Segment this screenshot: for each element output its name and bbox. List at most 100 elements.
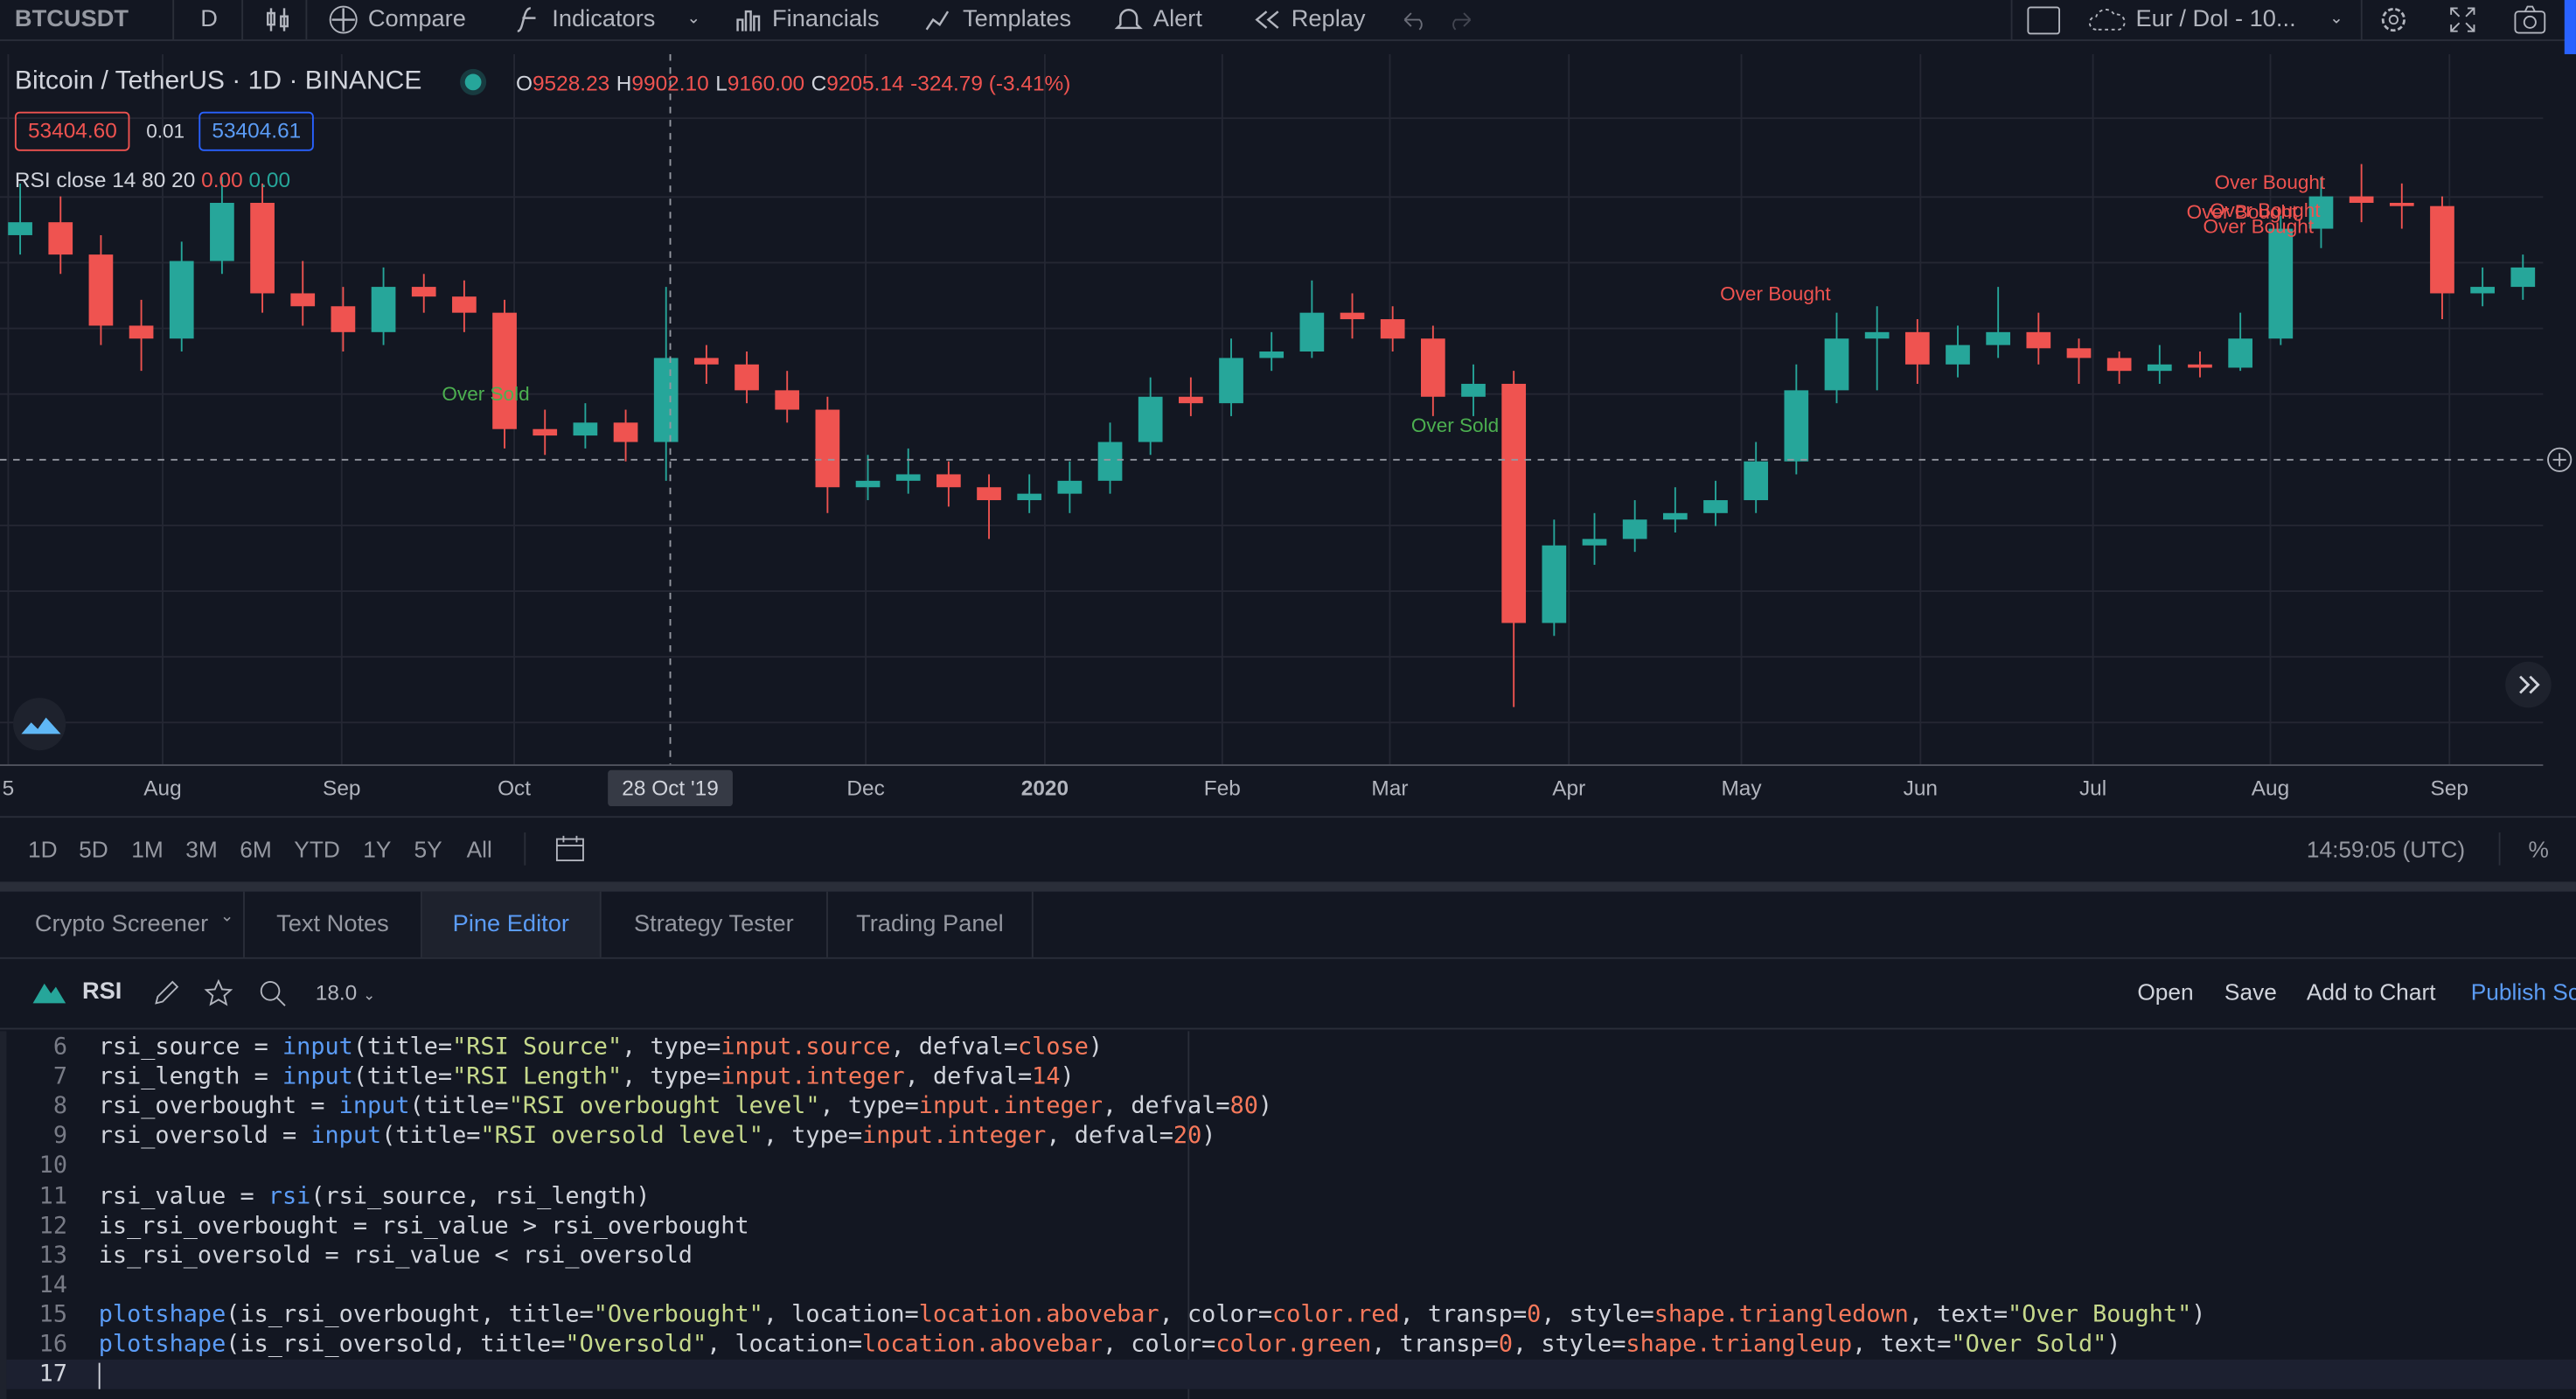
code-line: rsi_oversold = input(title="RSI oversold… [98, 1124, 1216, 1151]
favorite-button[interactable] [204, 978, 233, 1008]
range-button[interactable]: 5D [79, 835, 108, 862]
candle-body [855, 480, 881, 488]
code-value: shape.triangledown [1654, 1301, 1909, 1329]
market-status-dot [464, 73, 482, 91]
icon-path [275, 997, 286, 1006]
percent-toggle[interactable]: % [2528, 835, 2549, 862]
code-value: shape.triangleup [1626, 1331, 1853, 1359]
range-button[interactable]: 3M [185, 835, 218, 862]
panel-tab[interactable]: Text Notes [245, 891, 422, 957]
x-tick-label: Mar [1371, 777, 1408, 801]
toolbar-button[interactable]: Alert [1152, 6, 1202, 33]
range-button[interactable]: 1M [131, 835, 164, 862]
x-tick-label: 2020 [1021, 777, 1069, 801]
editor-action[interactable]: Add to Chart [2306, 978, 2436, 1006]
select-box-icon[interactable] [2027, 6, 2061, 35]
clock[interactable]: 14:59:05 (UTC) [2306, 835, 2466, 862]
font-size-menu[interactable]: 18.0 ⌄ [316, 980, 376, 1005]
toolbar-button[interactable]: Templates [962, 6, 1072, 33]
code-value: color.red [1272, 1301, 1400, 1329]
interval-button[interactable]: D [200, 6, 218, 33]
range-button[interactable]: YTD [294, 835, 340, 862]
line-number: 17 [38, 1361, 68, 1389]
line-number: 9 [52, 1124, 68, 1151]
tradingview-logo[interactable] [13, 698, 66, 751]
toolbar-button[interactable]: Financials [772, 6, 880, 33]
icon-path [2514, 10, 2546, 34]
candle-body [573, 422, 598, 436]
range-button[interactable]: 6M [240, 835, 272, 862]
candle-body [411, 287, 436, 297]
snapshot-button[interactable] [2512, 3, 2548, 37]
chart-style-icon[interactable] [263, 5, 293, 35]
toolbar-button[interactable]: Replay [1291, 6, 1366, 33]
candle-body [2228, 338, 2252, 368]
candle-body [1824, 338, 1849, 391]
icon-path [1255, 10, 1279, 29]
icon-path [155, 980, 179, 1005]
date-range-button[interactable] [553, 834, 587, 864]
icon-path [556, 835, 583, 847]
editor-action[interactable]: Publish Sc [2470, 978, 2576, 1006]
over-bought-label: Over Bought [2209, 198, 2321, 222]
undo-button[interactable] [1398, 5, 1477, 35]
candle-body [2188, 364, 2212, 368]
over-bought-label: Over Bought [2203, 215, 2315, 239]
text-cursor [98, 1362, 101, 1389]
top-toolbar [0, 0, 2576, 41]
icon-path [2388, 14, 2399, 25]
fullscreen-button[interactable] [2447, 5, 2477, 35]
price-chart: 28 Oct '19 5 Aug Sep Oct Dec 2020 Feb Mar Apr May… [0, 53, 2573, 807]
candle-body [1784, 390, 1809, 462]
code-value: input.integer [862, 1124, 1047, 1151]
divider [2360, 0, 2363, 40]
settings-button[interactable] [2378, 3, 2411, 37]
search-button[interactable] [258, 978, 288, 1008]
code-gutter-edge [0, 1031, 7, 1399]
range-button[interactable]: 5Y [414, 835, 442, 862]
over-sold-label: Over Sold [1410, 414, 1500, 437]
panel-tab[interactable]: Pine Editor [421, 891, 602, 957]
candle-body [492, 312, 517, 429]
sell-price[interactable]: 53404.60 [14, 111, 130, 151]
candle-body [331, 306, 356, 332]
code-string: "Over Sold" [1951, 1331, 2107, 1359]
toolbar-icon [925, 10, 950, 31]
symbol-search[interactable]: BTCUSDT [14, 6, 129, 33]
script-name[interactable]: RSI [81, 978, 122, 1006]
layout-menu[interactable]: Eur / Dol - 10... [2135, 6, 2296, 33]
panel-tab[interactable]: Strategy Tester [602, 891, 828, 957]
panel-tab[interactable]: Crypto Screener [0, 891, 245, 957]
toolbar-button[interactable]: Indicators [552, 6, 656, 33]
panel-tab[interactable]: Trading Panel [828, 891, 1034, 957]
line-number: 8 [52, 1094, 68, 1121]
candle-body [735, 364, 759, 391]
range-button[interactable]: All [466, 835, 492, 862]
ohlc-value: 9205.14 [826, 70, 904, 95]
editor-action[interactable]: Save [2224, 978, 2277, 1006]
line-number: 6 [52, 1034, 68, 1061]
line-number: 15 [38, 1301, 68, 1329]
candle-body [8, 222, 32, 235]
crosshair-label-bg [608, 769, 733, 807]
icon-path [925, 10, 950, 31]
rename-button[interactable] [151, 978, 181, 1008]
candle-body [48, 222, 73, 255]
code-value: 0 [1527, 1301, 1542, 1329]
exchange: BINANCE [304, 66, 422, 95]
range-button[interactable]: 1Y [363, 835, 392, 862]
code-value: input.integer [918, 1094, 1104, 1121]
candle-body [88, 254, 114, 326]
toolbar-button[interactable]: Compare [367, 6, 466, 33]
range-button[interactable]: 1D [27, 835, 58, 862]
editor-action[interactable]: Open [2137, 978, 2194, 1006]
ohlc-label: O [515, 70, 533, 95]
buy-price[interactable]: 53404.61 [198, 111, 315, 151]
ohlc-item: H9902.10 [616, 71, 709, 95]
icon-path [267, 8, 289, 31]
candle-body [2510, 267, 2536, 288]
x-tick-label: Apr [1552, 777, 1585, 801]
icon-path [736, 10, 761, 31]
x-tick-label: May [1721, 777, 1762, 801]
